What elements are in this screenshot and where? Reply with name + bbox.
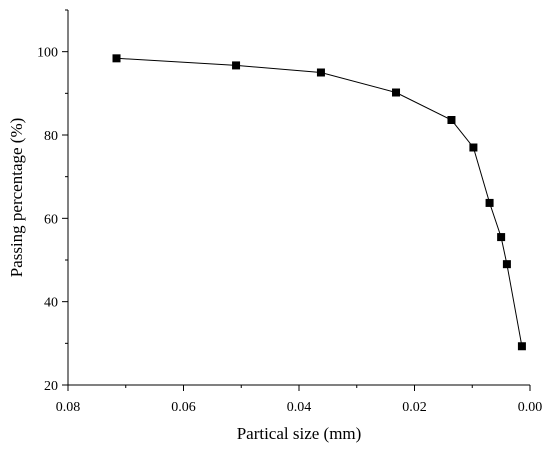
data-point [497, 233, 506, 242]
x-tick-label: 0.00 [518, 400, 543, 415]
data-point [392, 88, 401, 97]
data-point [485, 198, 494, 207]
x-tick-label: 0.04 [287, 400, 312, 415]
data-point [316, 68, 325, 77]
y-tick-label: 20 [44, 379, 58, 394]
x-tick-label: 0.08 [56, 400, 81, 415]
series-line [116, 57, 523, 347]
data-point [112, 54, 121, 63]
y-tick-label: 80 [44, 129, 58, 144]
axes [67, 10, 530, 386]
data-point [502, 260, 511, 269]
data-point [447, 116, 456, 124]
x-tick-label: 0.02 [402, 400, 427, 415]
y-tick-label: 60 [44, 212, 58, 227]
data-point [232, 61, 241, 70]
data-point [469, 143, 478, 152]
x-tick-label: 0.06 [171, 400, 196, 415]
y-tick-label: 40 [44, 296, 58, 311]
x-ticks: 0.08 0.06 0.04 0.02 0.00 [56, 385, 543, 415]
y-axis-title: Passing percentage (%) [7, 118, 26, 278]
y-ticks: 20 40 60 80 100 [37, 9, 68, 394]
x-axis-title: Partical size (mm) [237, 424, 362, 443]
series-group [112, 54, 526, 351]
y-tick-label: 100 [37, 46, 58, 61]
data-point [517, 342, 526, 351]
